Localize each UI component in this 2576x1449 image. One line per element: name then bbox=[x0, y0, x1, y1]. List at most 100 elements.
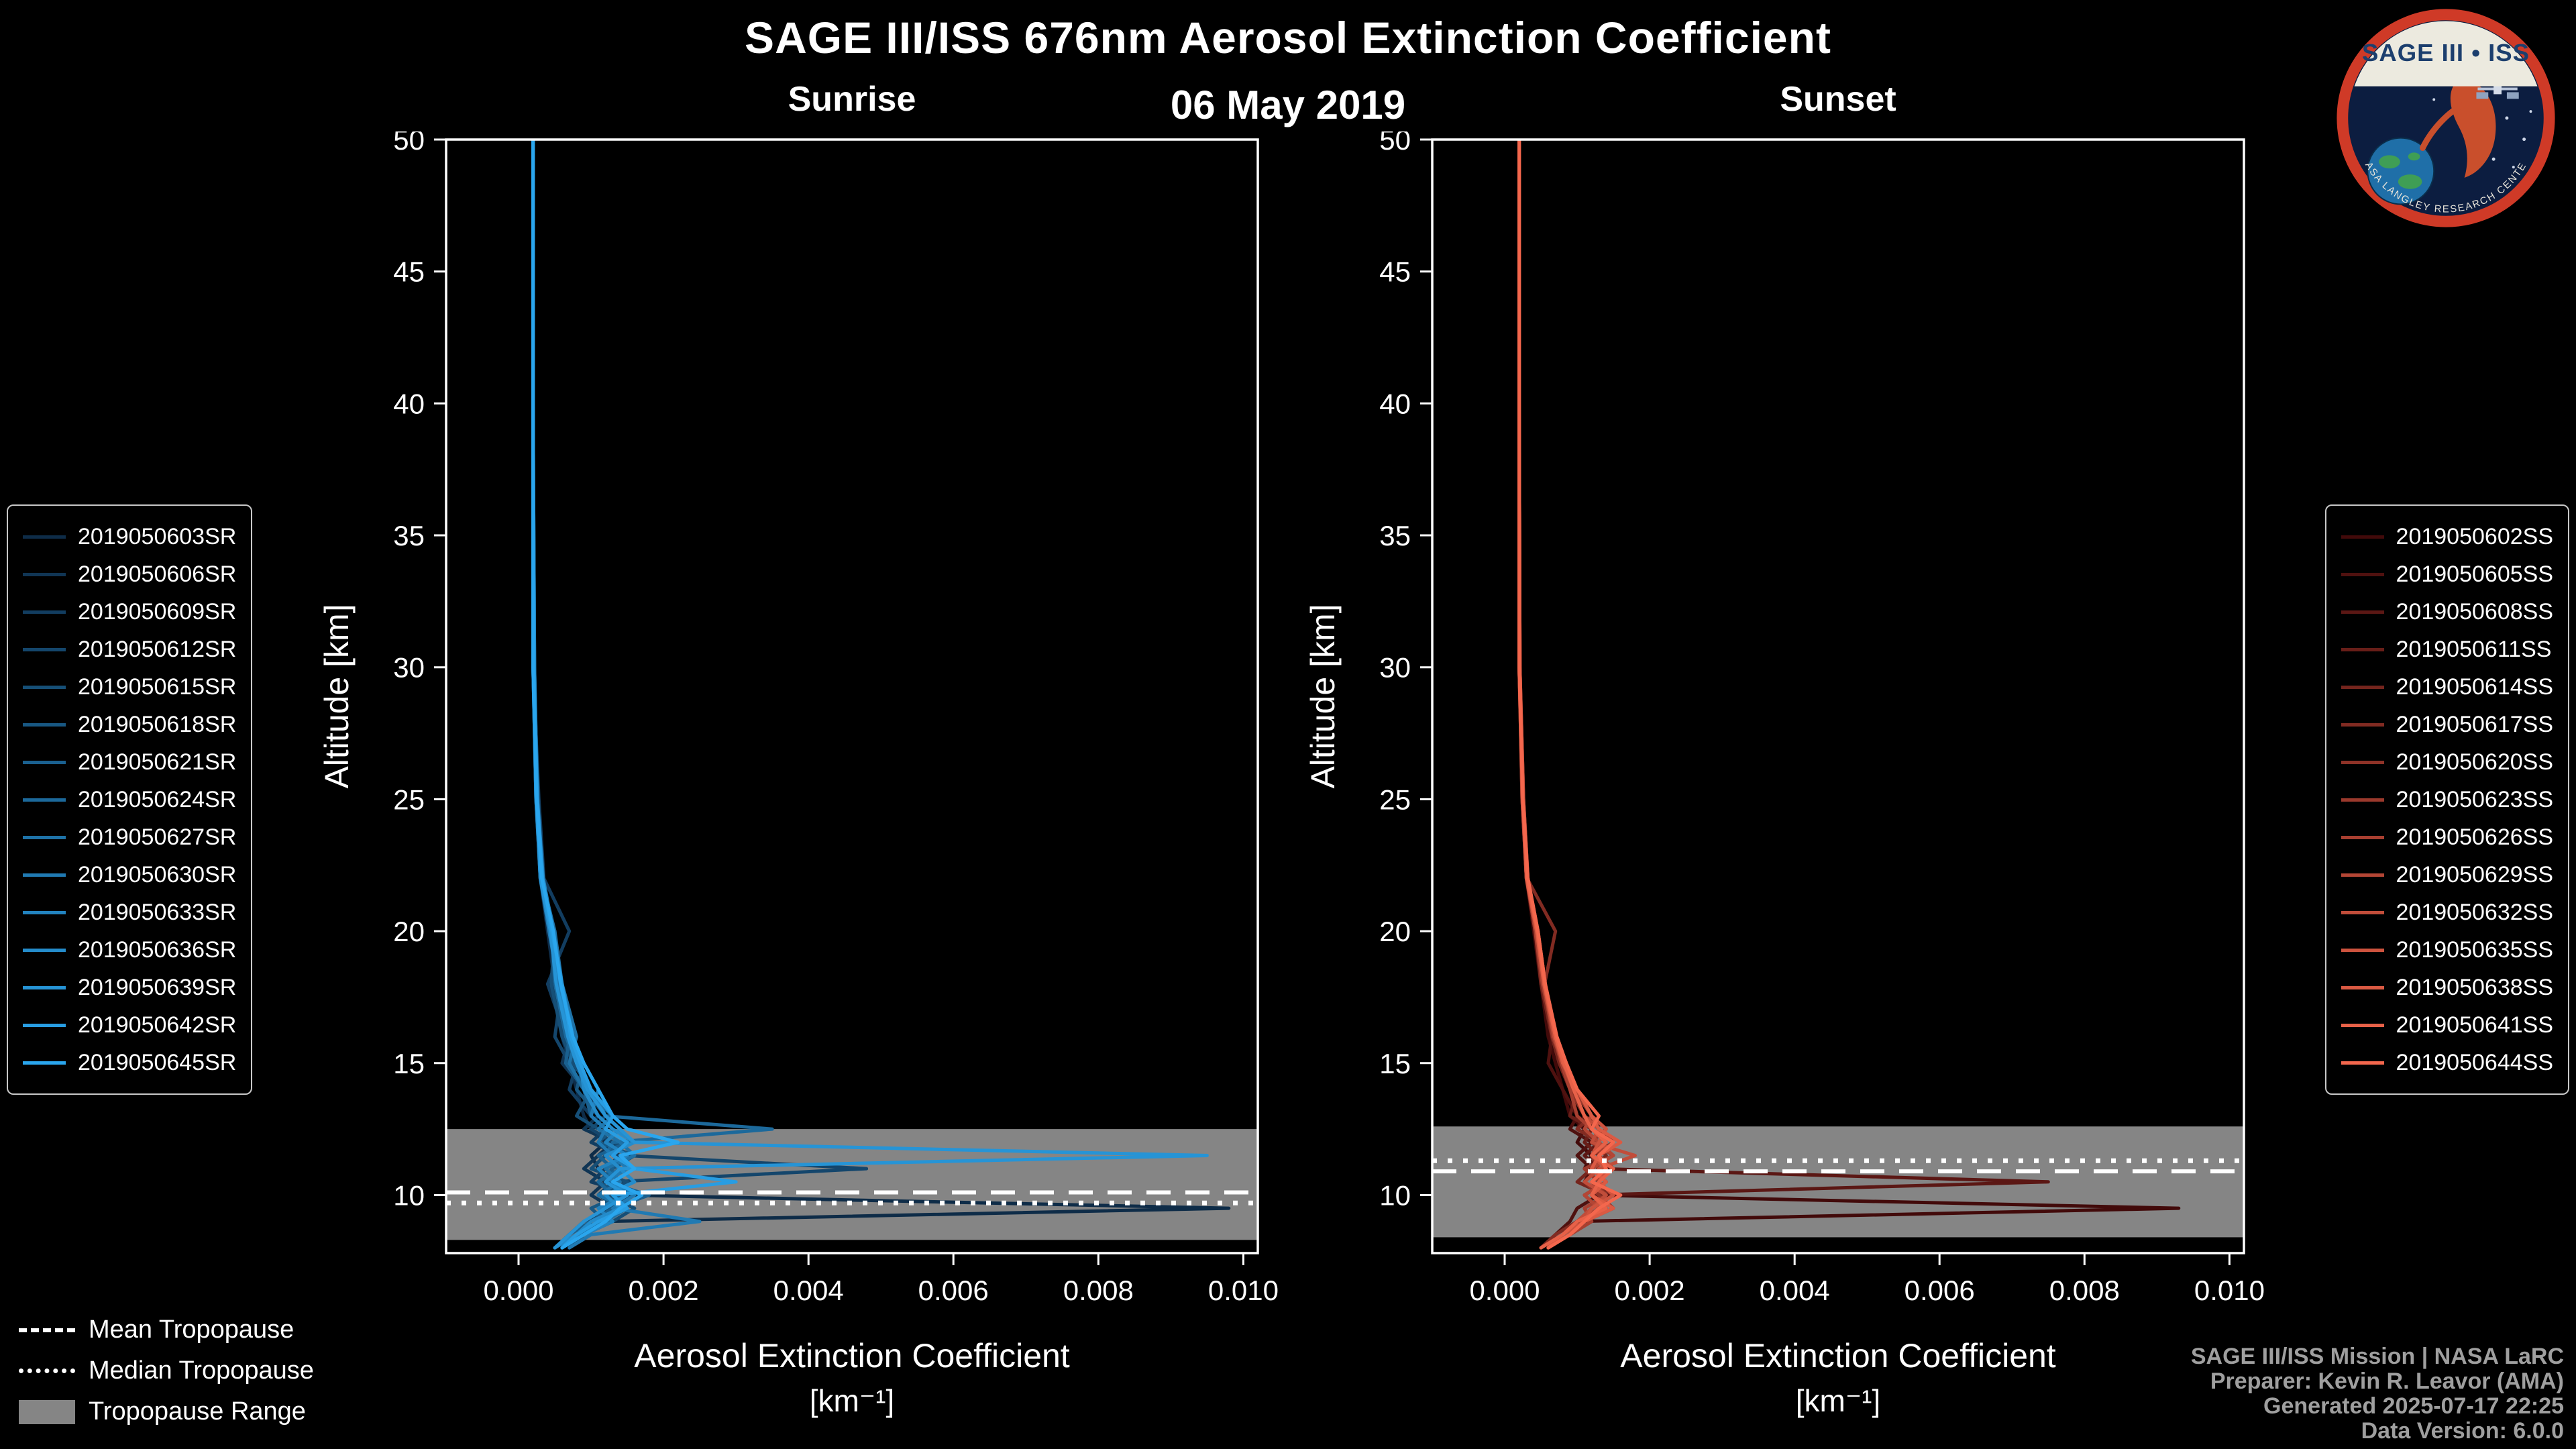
x-tick-label: 0.008 bbox=[2049, 1275, 2120, 1306]
x-tick-label: 0.004 bbox=[773, 1275, 844, 1306]
profile-line-2019050605SS bbox=[1517, 140, 1601, 1250]
legend-item: 2019050606SR bbox=[23, 555, 236, 593]
legend-item: 2019050612SR bbox=[23, 631, 236, 668]
profile-line-2019050644SS bbox=[1517, 140, 1623, 1250]
legend-label: 2019050615SR bbox=[78, 674, 237, 700]
y-tick-label: 50 bbox=[1379, 131, 1411, 156]
profile-line-2019050603SR bbox=[531, 140, 1231, 1250]
legend-line-swatch bbox=[2341, 685, 2384, 689]
legend-label: 2019050636SR bbox=[78, 936, 237, 963]
logo-figure bbox=[2419, 78, 2496, 178]
plot-area bbox=[446, 140, 1258, 1250]
tropopause-legend-item: Median Tropopause bbox=[19, 1350, 314, 1391]
credits: SAGE III/ISS Mission | NASA LaRC Prepare… bbox=[2191, 1344, 2564, 1444]
legend-label: 2019050611SS bbox=[2396, 636, 2552, 662]
y-tick-label: 15 bbox=[393, 1048, 425, 1079]
legend-line-swatch bbox=[2341, 722, 2384, 727]
legend-label: 2019050606SR bbox=[78, 561, 237, 587]
sunrise-event-legend: 2019050603SR 2019050606SR 2019050609SR 2019… bbox=[7, 504, 253, 1095]
tropopause-legend-item: Tropopause Range bbox=[19, 1391, 314, 1432]
legend-item: 2019050632SS bbox=[2341, 894, 2553, 931]
tropopause-legend-label: Mean Tropopause bbox=[89, 1316, 294, 1344]
legend-line-swatch bbox=[2341, 1023, 2384, 1027]
band-line-swatch bbox=[19, 1399, 75, 1424]
legend-label: 2019050633SR bbox=[78, 899, 237, 925]
legend-line-swatch bbox=[23, 535, 66, 539]
x-tick-label: 0.004 bbox=[1760, 1275, 1830, 1306]
legend-item: 2019050617SS bbox=[2341, 706, 2553, 743]
legend-line-swatch bbox=[23, 647, 66, 651]
legend-line-swatch bbox=[23, 760, 66, 764]
legend-label: 2019050609SR bbox=[78, 598, 237, 625]
legend-label: 2019050617SS bbox=[2396, 711, 2553, 737]
legend-item: 2019050608SS bbox=[2341, 593, 2553, 631]
legend-item: 2019050626SS bbox=[2341, 818, 2553, 856]
legend-label: 2019050623SS bbox=[2396, 786, 2553, 812]
tropopause-legend-item: Mean Tropopause bbox=[19, 1309, 314, 1350]
legend-label: 2019050626SS bbox=[2396, 824, 2553, 850]
profile-line-2019050626SS bbox=[1517, 140, 1615, 1250]
legend-line-swatch bbox=[23, 685, 66, 689]
legend-label: 2019050602SS bbox=[2396, 523, 2553, 549]
plot-area bbox=[1432, 140, 2244, 1250]
page-title: SAGE III/ISS 676nm Aerosol Extinction Co… bbox=[745, 13, 1831, 62]
x-tick-label: 0.010 bbox=[1208, 1275, 1278, 1306]
profile-line-2019050632SS bbox=[1517, 140, 1637, 1250]
legend-item: 2019050644SS bbox=[2341, 1044, 2553, 1081]
legend-item: 2019050627SR bbox=[23, 818, 236, 856]
legend-line-swatch bbox=[23, 873, 66, 877]
legend-line-swatch bbox=[2341, 647, 2384, 651]
legend-item: 2019050621SR bbox=[23, 743, 236, 781]
y-tick-label: 25 bbox=[1379, 784, 1411, 815]
legend-item: 2019050618SR bbox=[23, 706, 236, 743]
y-tick-label: 10 bbox=[1379, 1180, 1411, 1212]
legend-label: 2019050630SR bbox=[78, 861, 237, 888]
legend-line-swatch bbox=[2341, 1061, 2384, 1065]
x-tick-label: 0.006 bbox=[1904, 1275, 1975, 1306]
x-tick-label: 0.000 bbox=[483, 1275, 553, 1306]
legend-label: 2019050642SR bbox=[78, 1012, 237, 1038]
profile-line-2019050642SR bbox=[531, 140, 738, 1250]
legend-label: 2019050641SS bbox=[2396, 1012, 2553, 1038]
logo-title: SAGE III • ISS bbox=[2362, 39, 2530, 66]
profile-line-2019050630SR bbox=[531, 140, 702, 1250]
y-tick-label: 25 bbox=[393, 784, 425, 815]
legend-line-swatch bbox=[23, 610, 66, 614]
legend-line-swatch bbox=[2341, 798, 2384, 802]
profile-line-2019050624SR bbox=[531, 140, 774, 1250]
legend-label: 2019050645SR bbox=[78, 1049, 237, 1075]
date-label: 06 May 2019 bbox=[1170, 83, 1406, 127]
legend-label: 2019050635SS bbox=[2396, 936, 2553, 963]
y-axis-label: Altitude [km] bbox=[1304, 604, 1342, 788]
legend-label: 2019050605SS bbox=[2396, 561, 2553, 587]
legend-label: 2019050624SR bbox=[78, 786, 237, 812]
dotted-line-swatch bbox=[19, 1368, 75, 1373]
legend-item: 2019050624SR bbox=[23, 781, 236, 818]
y-tick-label: 40 bbox=[393, 388, 425, 419]
legend-item: 2019050635SS bbox=[2341, 931, 2553, 969]
legend-line-swatch bbox=[23, 910, 66, 914]
legend-label: 2019050644SS bbox=[2396, 1049, 2553, 1075]
legend-item: 2019050623SS bbox=[2341, 781, 2553, 818]
legend-item: 2019050639SR bbox=[23, 969, 236, 1006]
legend-label: 2019050612SR bbox=[78, 636, 237, 662]
legend-label: 2019050621SR bbox=[78, 749, 237, 775]
legend-label: 2019050608SS bbox=[2396, 598, 2553, 625]
profile-line-2019050639SR bbox=[531, 140, 1209, 1250]
tropopause-legend-label: Tropopause Range bbox=[89, 1397, 306, 1426]
legend-item: 2019050620SS bbox=[2341, 743, 2553, 781]
legend-line-swatch bbox=[23, 985, 66, 989]
legend-item: 2019050641SS bbox=[2341, 1006, 2553, 1044]
legend-line-swatch bbox=[2341, 572, 2384, 576]
legend-label: 2019050629SS bbox=[2396, 861, 2553, 888]
profile-line-2019050614SS bbox=[1517, 140, 1608, 1250]
legend-item: 2019050630SR bbox=[23, 856, 236, 894]
profile-line-2019050608SS bbox=[1517, 140, 2050, 1250]
legend-label: 2019050638SS bbox=[2396, 974, 2553, 1000]
sunset-subplot-title: Sunset bbox=[1780, 80, 1896, 119]
profile-line-2019050621SR bbox=[531, 140, 651, 1250]
profile-line-2019050602SS bbox=[1517, 140, 2181, 1250]
y-axis-label: Altitude [km] bbox=[318, 604, 356, 788]
legend-label: 2019050632SS bbox=[2396, 899, 2553, 925]
